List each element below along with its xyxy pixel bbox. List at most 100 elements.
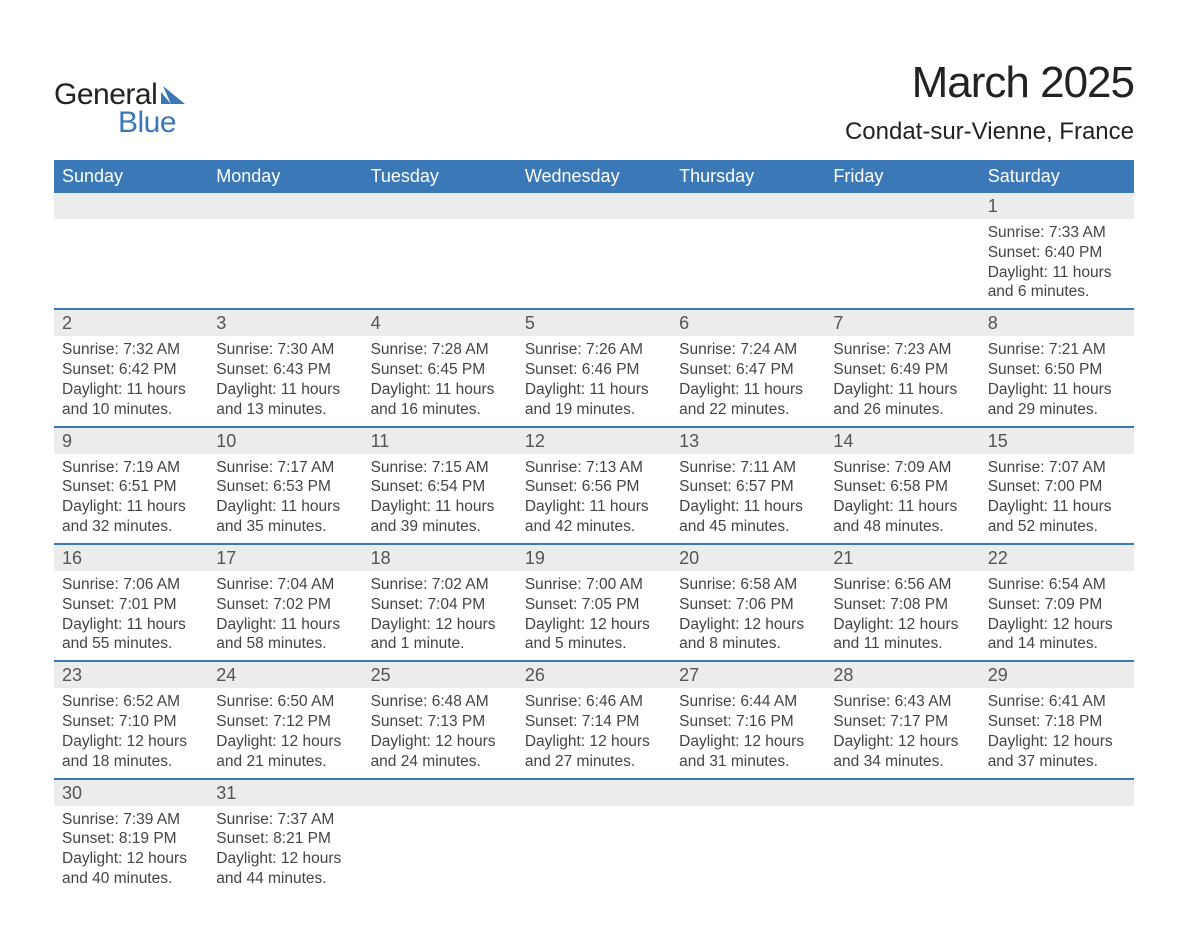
daylight-label: Daylight: [679, 733, 739, 750]
sunset-label: Sunset: [525, 361, 578, 378]
sunset-line: Sunset: 7:13 PM [371, 712, 509, 732]
sunset-label: Sunset: [62, 361, 115, 378]
daylight-label: Daylight: [833, 616, 893, 633]
day-details: Sunrise: 7:13 AMSunset: 6:56 PMDaylight:… [517, 454, 671, 543]
day-number: 6 [671, 310, 825, 336]
sunset-value: 6:56 PM [582, 478, 640, 495]
sunset-line: Sunset: 6:54 PM [371, 477, 509, 497]
day-details: Sunrise: 7:37 AMSunset: 8:21 PMDaylight:… [208, 806, 362, 895]
daylight-label: Daylight: [216, 850, 276, 867]
calendar-cell: 28Sunrise: 6:43 AMSunset: 7:17 PMDayligh… [825, 661, 979, 778]
sunrise-value: 7:30 AM [277, 341, 334, 358]
sunset-value: 6:53 PM [273, 478, 331, 495]
day-number: 27 [671, 662, 825, 688]
day-details: Sunrise: 6:50 AMSunset: 7:12 PMDaylight:… [208, 688, 362, 777]
day-details: Sunrise: 7:15 AMSunset: 6:54 PMDaylight:… [363, 454, 517, 543]
day-number: 30 [54, 780, 208, 806]
daylight-line2: and 8 minutes. [679, 634, 817, 654]
sunrise-value: 7:26 AM [586, 341, 643, 358]
day-number: 4 [363, 310, 517, 336]
sunset-line: Sunset: 6:57 PM [679, 477, 817, 497]
day-number: 7 [825, 310, 979, 336]
sunset-label: Sunset: [62, 830, 115, 847]
calendar-cell: 16Sunrise: 7:06 AMSunset: 7:01 PMDayligh… [54, 544, 208, 661]
daylight-line2: and 16 minutes. [371, 400, 509, 420]
empty-details [980, 806, 1134, 836]
day-details: Sunrise: 7:30 AMSunset: 6:43 PMDaylight:… [208, 336, 362, 425]
day-number: 22 [980, 545, 1134, 571]
daylight-line2: and 13 minutes. [216, 400, 354, 420]
sunset-label: Sunset: [62, 478, 115, 495]
sunset-label: Sunset: [371, 596, 424, 613]
sunset-value: 7:10 PM [119, 713, 177, 730]
daylight-line1: Daylight: 12 hours [833, 732, 971, 752]
sunset-value: 6:43 PM [273, 361, 331, 378]
sunset-line: Sunset: 7:10 PM [62, 712, 200, 732]
sunrise-label: Sunrise: [525, 576, 582, 593]
sunset-value: 7:01 PM [119, 596, 177, 613]
sunrise-line: Sunrise: 7:21 AM [988, 340, 1126, 360]
month-title: March 2025 [845, 58, 1134, 108]
day-details: Sunrise: 6:58 AMSunset: 7:06 PMDaylight:… [671, 571, 825, 660]
calendar-cell [363, 779, 517, 895]
calendar-cell: 1Sunrise: 7:33 AMSunset: 6:40 PMDaylight… [980, 193, 1134, 309]
sunset-line: Sunset: 7:00 PM [988, 477, 1126, 497]
daylight-label: Daylight: [216, 381, 276, 398]
calendar-cell: 13Sunrise: 7:11 AMSunset: 6:57 PMDayligh… [671, 427, 825, 544]
sunset-line: Sunset: 6:45 PM [371, 360, 509, 380]
daylight-line1: Daylight: 12 hours [679, 732, 817, 752]
daylight-value1: 12 hours [898, 733, 958, 750]
calendar-cell: 2Sunrise: 7:32 AMSunset: 6:42 PMDaylight… [54, 309, 208, 426]
day-number: 16 [54, 545, 208, 571]
sunrise-value: 7:28 AM [432, 341, 489, 358]
sunrise-line: Sunrise: 7:32 AM [62, 340, 200, 360]
daylight-value1: 11 hours [281, 498, 340, 515]
day-details: Sunrise: 6:54 AMSunset: 7:09 PMDaylight:… [980, 571, 1134, 660]
sunrise-value: 7:32 AM [123, 341, 180, 358]
sunset-value: 7:05 PM [582, 596, 640, 613]
empty-daynum [825, 193, 979, 219]
daylight-line2: and 42 minutes. [525, 517, 663, 537]
calendar-cell: 15Sunrise: 7:07 AMSunset: 7:00 PMDayligh… [980, 427, 1134, 544]
sunset-line: Sunset: 6:40 PM [988, 243, 1126, 263]
sunrise-line: Sunrise: 6:41 AM [988, 692, 1126, 712]
empty-daynum [208, 193, 362, 219]
sunset-value: 8:21 PM [273, 830, 331, 847]
calendar-cell: 31Sunrise: 7:37 AMSunset: 8:21 PMDayligh… [208, 779, 362, 895]
sunset-line: Sunset: 7:05 PM [525, 595, 663, 615]
sunrise-label: Sunrise: [833, 341, 890, 358]
sunset-value: 6:50 PM [1045, 361, 1103, 378]
sunrise-line: Sunrise: 6:43 AM [833, 692, 971, 712]
sunset-value: 6:45 PM [427, 361, 485, 378]
daylight-line1: Daylight: 12 hours [371, 732, 509, 752]
sunrise-label: Sunrise: [62, 693, 119, 710]
sunset-line: Sunset: 6:46 PM [525, 360, 663, 380]
daylight-label: Daylight: [525, 381, 585, 398]
daylight-line1: Daylight: 12 hours [216, 849, 354, 869]
sunset-line: Sunset: 6:56 PM [525, 477, 663, 497]
sunset-value: 7:06 PM [736, 596, 794, 613]
calendar-cell: 8Sunrise: 7:21 AMSunset: 6:50 PMDaylight… [980, 309, 1134, 426]
daylight-line1: Daylight: 11 hours [525, 497, 663, 517]
sunrise-value: 7:11 AM [740, 459, 796, 476]
day-details: Sunrise: 7:21 AMSunset: 6:50 PMDaylight:… [980, 336, 1134, 425]
day-number: 29 [980, 662, 1134, 688]
sunrise-value: 7:37 AM [277, 811, 334, 828]
daylight-label: Daylight: [679, 498, 739, 515]
daylight-line2: and 5 minutes. [525, 634, 663, 654]
day-header: Wednesday [517, 160, 671, 193]
daylight-label: Daylight: [62, 616, 122, 633]
calendar-week: 30Sunrise: 7:39 AMSunset: 8:19 PMDayligh… [54, 779, 1134, 895]
sunrise-line: Sunrise: 6:54 AM [988, 575, 1126, 595]
calendar-cell [363, 193, 517, 309]
sunrise-value: 7:17 AM [277, 459, 334, 476]
calendar-cell [517, 779, 671, 895]
day-number: 14 [825, 428, 979, 454]
sunrise-value: 6:46 AM [586, 693, 643, 710]
daylight-line1: Daylight: 11 hours [833, 497, 971, 517]
sunrise-value: 7:23 AM [895, 341, 952, 358]
daylight-line1: Daylight: 11 hours [679, 497, 817, 517]
sunrise-label: Sunrise: [833, 459, 890, 476]
calendar-cell [671, 193, 825, 309]
daylight-label: Daylight: [679, 381, 739, 398]
